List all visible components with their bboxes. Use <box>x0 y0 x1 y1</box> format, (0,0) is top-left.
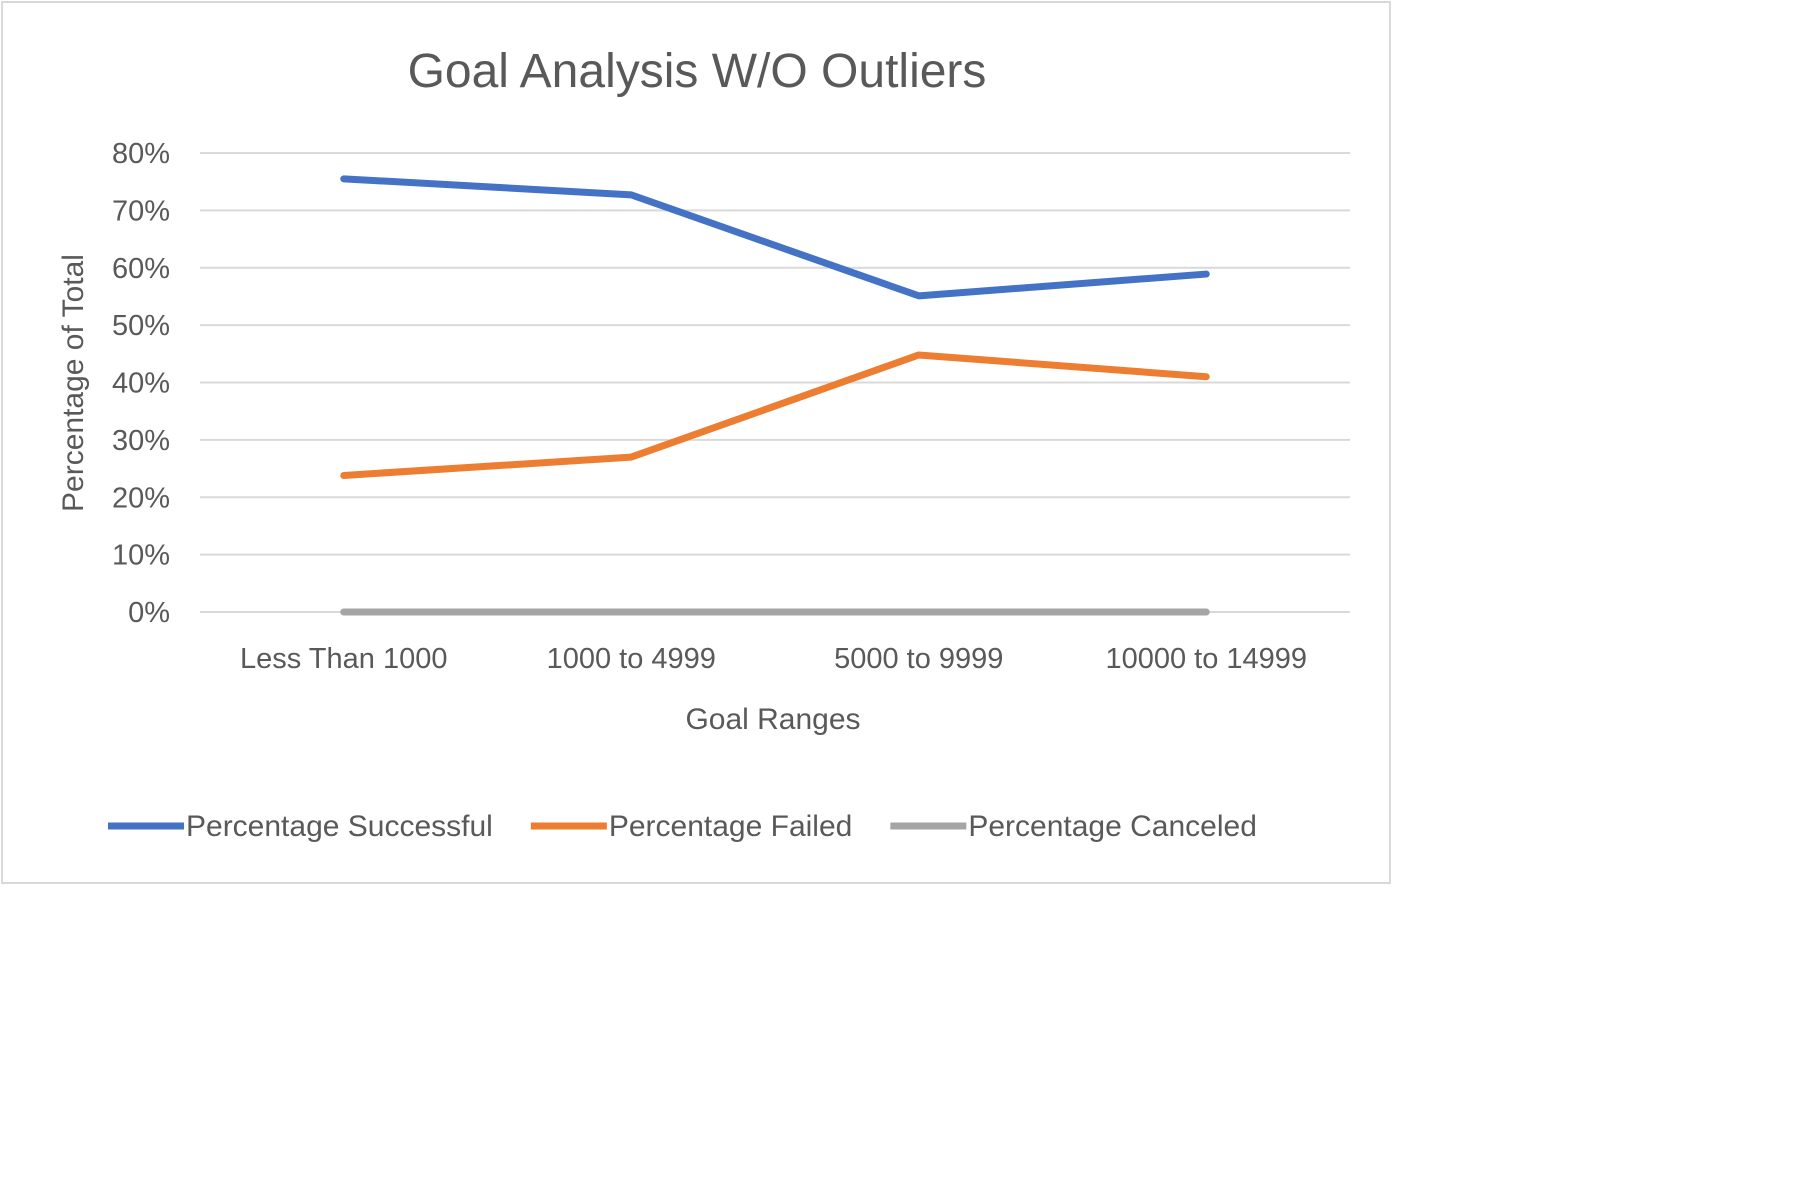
legend-label: Percentage Successful <box>186 810 493 843</box>
chart-frame <box>1 1 1391 884</box>
y-tick-label: 70% <box>112 195 170 227</box>
y-tick-label: 50% <box>112 310 170 342</box>
x-tick-label: 5000 to 9999 <box>834 643 1003 675</box>
x-axis-ticks: Less Than 1000 1000 to 4999 5000 to 9999 10… <box>240 643 1307 675</box>
chart-title: Goal Analysis W/O Outliers <box>408 45 987 98</box>
series-line-1 <box>340 175 1210 300</box>
y-tick-label: 60% <box>112 253 170 285</box>
y-tick-label: 10% <box>112 540 170 572</box>
x-tick-label: 10000 to 14999 <box>1105 643 1307 675</box>
x-axis-title: Goal Ranges <box>685 703 860 736</box>
y-tick-label: 20% <box>112 482 170 514</box>
series-line-2 <box>340 351 1210 479</box>
legend: Percentage Successful Percentage Failed Pe… <box>108 810 1257 843</box>
gridlines <box>200 152 1350 613</box>
legend-label: Percentage Canceled <box>968 810 1257 843</box>
y-axis-ticks: 0% 10% 20% 30% 40% 50% 60% 70% 80% <box>112 138 170 629</box>
y-tick-label: 0% <box>128 597 170 629</box>
x-tick-label: Less Than 1000 <box>240 643 447 675</box>
y-axis-title: Percentage of Total <box>57 254 90 512</box>
x-tick-label: 1000 to 4999 <box>547 643 716 675</box>
series-lines <box>340 175 1210 616</box>
y-tick-label: 80% <box>112 138 170 170</box>
legend-label: Percentage Failed <box>609 810 853 843</box>
y-tick-label: 40% <box>112 368 170 400</box>
y-tick-label: 30% <box>112 425 170 457</box>
